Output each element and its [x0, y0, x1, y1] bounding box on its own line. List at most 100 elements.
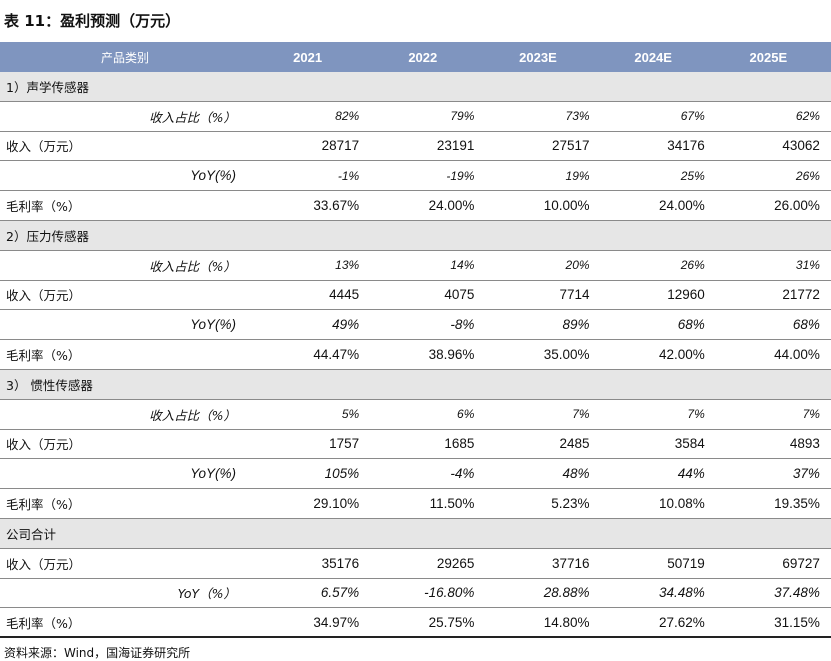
row-label: 毛利率（%） — [6, 497, 81, 513]
data-cell: 4893 — [789, 436, 820, 452]
data-cell: 26% — [795, 168, 820, 183]
data-cell: 27.62% — [658, 614, 705, 630]
data-cell: 37% — [792, 466, 820, 482]
section-title: 3） 惯性传感器 — [6, 377, 93, 393]
source-note: 资料来源：Wind，国海证券研究所 — [4, 646, 191, 660]
data-cell: 33.67% — [313, 198, 360, 214]
section-row: 3） 惯性传感器 — [0, 369, 831, 400]
data-cell: 4445 — [329, 287, 360, 303]
data-cell: 14.80% — [543, 614, 590, 630]
data-cell: 3584 — [674, 436, 705, 452]
data-cell: 44% — [677, 466, 705, 482]
gross-margin-row: 毛利率（%） 44.47% 38.96% 35.00% 42.00% 44.00% — [0, 340, 831, 370]
data-cell: 34.97% — [313, 614, 360, 630]
revenue-row: 收入（万元） 4445 4075 7714 12960 21772 — [0, 281, 831, 311]
data-cell: 26% — [680, 258, 705, 273]
total-revenue-row: 收入（万元） 35176 29265 37716 50719 69727 — [0, 549, 831, 579]
data-cell: 23191 — [436, 138, 475, 154]
row-label: 收入占比（%） — [149, 407, 236, 423]
data-cell: 34176 — [667, 138, 705, 154]
section-row: 公司合计 — [0, 518, 831, 549]
row-label: 毛利率（%） — [6, 199, 81, 215]
row-label: 收入占比（%） — [149, 109, 236, 125]
row-label: 收入（万元） — [6, 556, 82, 572]
data-cell: 82% — [335, 109, 360, 124]
data-cell: 10.08% — [658, 496, 705, 512]
row-label: 毛利率（%） — [6, 348, 81, 364]
data-cell: 62% — [795, 109, 820, 124]
yoy-row: YoY(%) 105% -4% 48% 44% 37% — [0, 459, 831, 490]
data-cell: 12960 — [667, 287, 705, 303]
data-cell: 25% — [680, 168, 705, 183]
data-cell: 7% — [687, 407, 705, 422]
data-cell: -8% — [450, 317, 475, 333]
data-cell: 67% — [680, 109, 705, 124]
data-cell: 25.75% — [428, 614, 475, 630]
table-header-row: 产品类别 2021 2022 2023E 2024E 2025E — [0, 42, 831, 72]
yoy-row: YoY(%) -1% -19% 19% 25% 26% — [0, 161, 831, 192]
yoy-row: YoY(%) 49% -8% 89% 68% 68% — [0, 310, 831, 341]
section-title: 公司合计 — [6, 526, 57, 542]
data-cell: 14% — [450, 258, 475, 273]
data-cell: 20% — [565, 258, 590, 273]
data-cell: 1685 — [444, 436, 475, 452]
data-cell: 7714 — [559, 287, 590, 303]
data-cell: 5.23% — [551, 496, 590, 512]
revenue-share-row: 收入占比（%） 13% 14% 20% 26% 31% — [0, 251, 831, 281]
data-cell: 27517 — [552, 138, 590, 154]
data-cell: -19% — [446, 168, 475, 183]
data-cell: 68% — [677, 317, 705, 333]
data-cell: 69727 — [782, 555, 820, 571]
revenue-share-row: 收入占比（%） 82% 79% 73% 67% 62% — [0, 102, 831, 132]
header-2025e[interactable]: 2025E — [749, 49, 788, 65]
data-cell: 29265 — [436, 555, 475, 571]
data-cell: 13% — [335, 258, 360, 273]
data-cell: 37716 — [552, 555, 590, 571]
data-cell: -1% — [337, 168, 360, 183]
data-cell: 50719 — [667, 555, 705, 571]
header-2021[interactable]: 2021 — [293, 49, 323, 65]
header-category[interactable]: 产品类别 — [100, 50, 149, 65]
data-cell: 105% — [324, 466, 360, 482]
row-label: 收入（万元） — [6, 139, 82, 155]
total-gross-margin-row: 毛利率（%） 34.97% 25.75% 14.80% 27.62% 31.15% — [0, 608, 831, 639]
data-cell: 7% — [802, 407, 820, 422]
gross-margin-row: 毛利率（%） 29.10% 11.50% 5.23% 10.08% 19.35% — [0, 489, 831, 519]
header-2022[interactable]: 2022 — [408, 49, 438, 65]
data-cell: 5% — [341, 407, 360, 422]
revenue-row: 收入（万元） 28717 23191 27517 34176 43062 — [0, 132, 831, 162]
data-cell: -16.80% — [424, 585, 475, 601]
data-cell: 89% — [562, 317, 590, 333]
header-2023e[interactable]: 2023E — [519, 49, 557, 65]
table-caption: 表 11：盈利预测（万元） — [4, 12, 181, 30]
row-label: YoY(%) — [190, 466, 236, 482]
section-row: 1）声学传感器 — [0, 72, 831, 102]
data-cell: 43062 — [782, 138, 820, 154]
data-cell: 49% — [332, 317, 360, 333]
data-cell: 35.00% — [543, 347, 590, 363]
revenue-row: 收入（万元） 1757 1685 2485 3584 4893 — [0, 430, 831, 460]
data-cell: 19.35% — [774, 496, 820, 512]
row-label: YoY（%） — [177, 586, 236, 602]
row-label: 收入（万元） — [6, 437, 82, 453]
data-cell: 31.15% — [774, 614, 820, 630]
data-cell: 48% — [562, 466, 590, 482]
row-label: 毛利率（%） — [6, 615, 81, 631]
row-label: 收入占比（%） — [149, 258, 236, 274]
data-cell: 44.00% — [774, 347, 820, 363]
section-row: 2）压力传感器 — [0, 220, 831, 251]
data-cell: 26.00% — [774, 198, 820, 214]
row-label: YoY(%) — [190, 317, 236, 333]
data-cell: 37.48% — [774, 585, 820, 601]
data-cell: 29.10% — [313, 496, 360, 512]
data-cell: 31% — [795, 258, 820, 273]
data-cell: 10.00% — [543, 198, 590, 214]
data-cell: 6.57% — [320, 585, 360, 601]
data-cell: 19% — [565, 168, 590, 183]
row-label: 收入（万元） — [6, 288, 82, 304]
data-cell: 34.48% — [658, 585, 705, 601]
revenue-share-row: 收入占比（%） 5% 6% 7% 7% 7% — [0, 400, 831, 430]
data-cell: 24.00% — [658, 198, 705, 214]
data-cell: 7% — [572, 407, 590, 422]
header-2024e[interactable]: 2024E — [634, 49, 672, 65]
